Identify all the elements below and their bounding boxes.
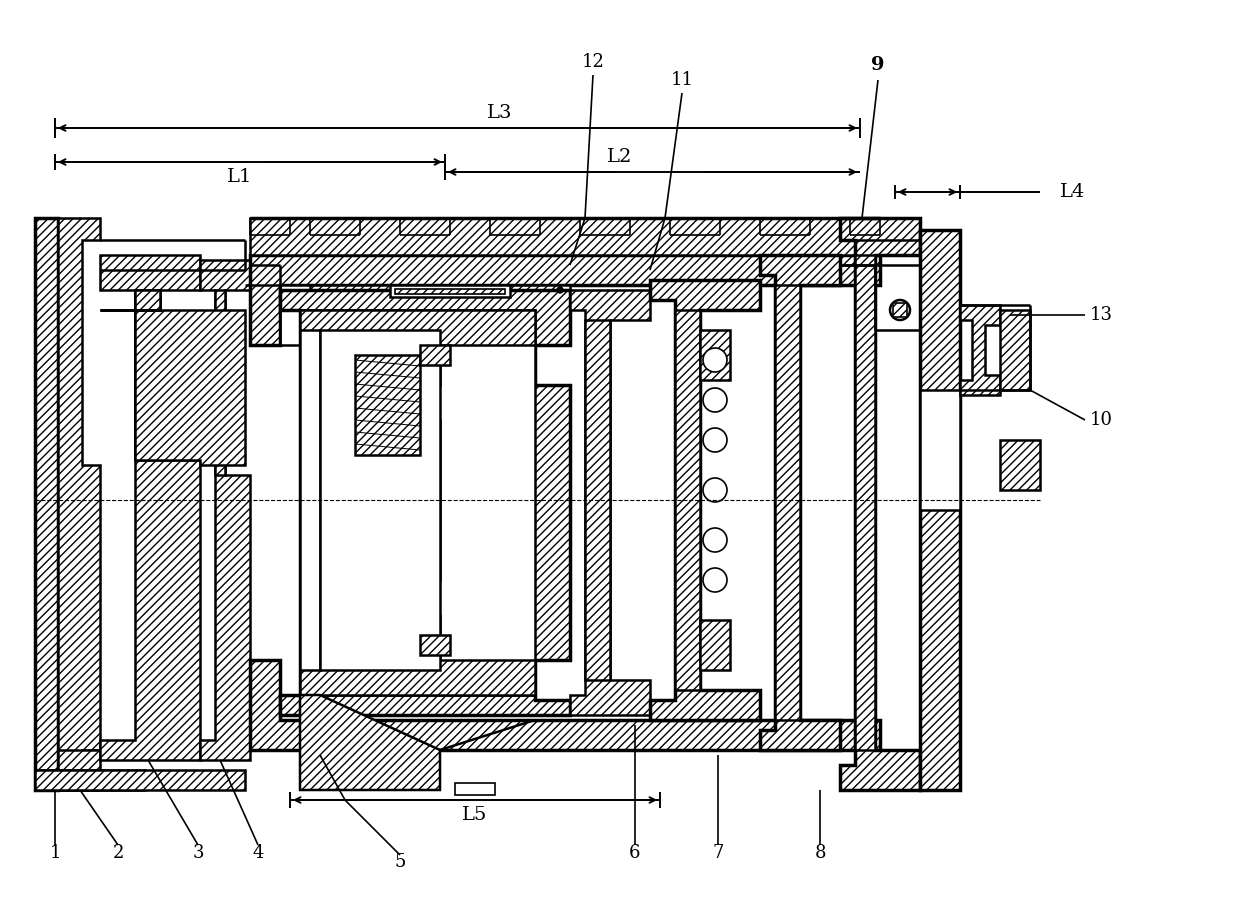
Bar bbox=[355, 355, 420, 455]
Text: 12: 12 bbox=[582, 53, 604, 71]
Polygon shape bbox=[300, 695, 440, 790]
Text: 10: 10 bbox=[1090, 411, 1114, 429]
Polygon shape bbox=[135, 290, 160, 460]
Text: 2: 2 bbox=[113, 844, 124, 862]
Polygon shape bbox=[280, 290, 570, 715]
Bar bbox=[280, 285, 570, 345]
Bar bbox=[35, 770, 145, 790]
Polygon shape bbox=[100, 255, 200, 760]
Text: 5: 5 bbox=[394, 853, 405, 871]
Polygon shape bbox=[570, 290, 650, 715]
Bar bbox=[300, 310, 534, 695]
Text: 3: 3 bbox=[192, 844, 203, 862]
Polygon shape bbox=[100, 290, 246, 465]
Polygon shape bbox=[58, 218, 100, 790]
Polygon shape bbox=[35, 770, 246, 790]
Polygon shape bbox=[999, 310, 1030, 390]
Circle shape bbox=[703, 348, 727, 372]
Polygon shape bbox=[760, 255, 839, 750]
Text: 4: 4 bbox=[252, 844, 264, 862]
Bar bbox=[396, 289, 505, 294]
Text: 6: 6 bbox=[629, 844, 641, 862]
Text: 7: 7 bbox=[712, 844, 724, 862]
Polygon shape bbox=[920, 230, 960, 790]
Bar bbox=[455, 783, 495, 795]
Text: 13: 13 bbox=[1090, 306, 1114, 324]
Text: 9: 9 bbox=[872, 56, 885, 74]
Text: L1: L1 bbox=[227, 168, 253, 186]
Polygon shape bbox=[215, 290, 224, 475]
Text: 8: 8 bbox=[815, 844, 826, 862]
Polygon shape bbox=[200, 260, 250, 760]
Circle shape bbox=[703, 428, 727, 452]
Circle shape bbox=[890, 300, 910, 320]
Bar bbox=[320, 330, 440, 670]
Circle shape bbox=[703, 568, 727, 592]
Text: L3: L3 bbox=[487, 104, 513, 122]
Polygon shape bbox=[250, 255, 880, 345]
Bar bbox=[920, 390, 960, 510]
Polygon shape bbox=[675, 310, 701, 690]
Text: L4: L4 bbox=[1060, 183, 1085, 201]
Polygon shape bbox=[250, 660, 880, 750]
Bar bbox=[999, 440, 1040, 490]
Bar bbox=[701, 620, 730, 670]
Polygon shape bbox=[250, 218, 880, 255]
Bar bbox=[420, 635, 450, 655]
Polygon shape bbox=[650, 280, 760, 720]
Polygon shape bbox=[58, 750, 100, 790]
Circle shape bbox=[703, 388, 727, 412]
Text: L5: L5 bbox=[463, 806, 487, 824]
Text: 1: 1 bbox=[50, 844, 61, 862]
Bar bbox=[391, 285, 510, 297]
Circle shape bbox=[703, 528, 727, 552]
Polygon shape bbox=[35, 218, 58, 790]
Bar bbox=[701, 330, 730, 380]
Circle shape bbox=[557, 287, 563, 293]
Polygon shape bbox=[856, 255, 875, 750]
Polygon shape bbox=[960, 305, 999, 395]
Circle shape bbox=[703, 478, 727, 502]
Polygon shape bbox=[839, 218, 920, 790]
Bar bbox=[310, 285, 560, 300]
Polygon shape bbox=[585, 320, 610, 680]
Text: 11: 11 bbox=[671, 71, 693, 89]
Polygon shape bbox=[300, 310, 534, 695]
Polygon shape bbox=[775, 285, 800, 720]
Text: L2: L2 bbox=[608, 148, 632, 166]
Bar bbox=[893, 303, 906, 317]
Bar bbox=[420, 345, 450, 365]
